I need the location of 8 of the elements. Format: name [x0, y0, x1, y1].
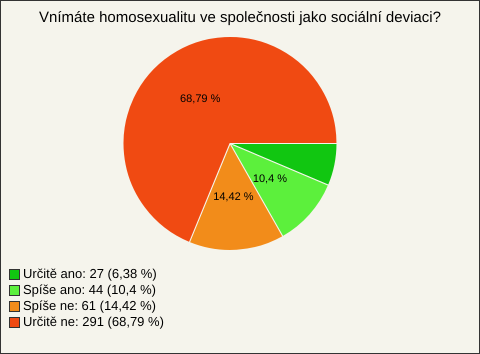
legend-label: Určitě ne: 291 (68,79 %)	[23, 314, 164, 330]
data-label: 68,79 %	[180, 93, 221, 106]
legend-label: Spíše ano: 44 (10,4 %)	[23, 282, 156, 298]
data-label: 10,4 %	[252, 173, 288, 186]
chart-title: Vnímáte homosexualitu ve společnosti jako sociální deviaci?	[38, 9, 442, 26]
legend-label: Spíše ne: 61 (14,42 %)	[23, 298, 156, 314]
legend-label: Určitě ano: 27 (6,38 %)	[23, 266, 157, 282]
data-label: 14,42 %	[213, 190, 254, 203]
